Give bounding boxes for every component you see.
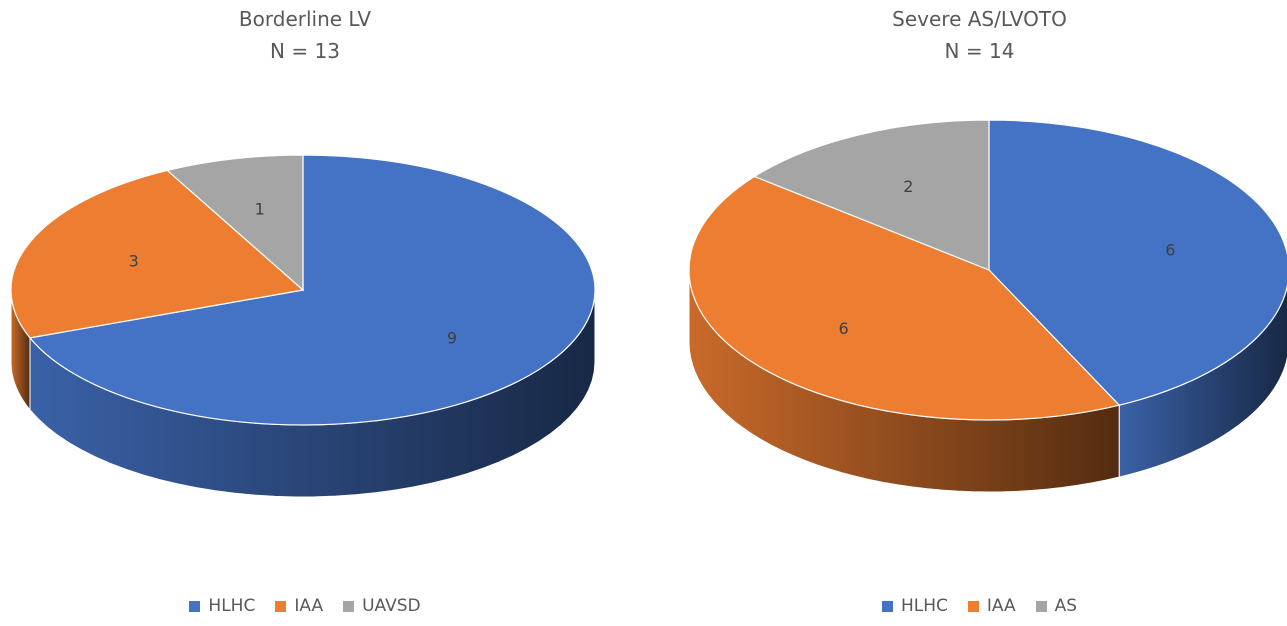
legend-item: IAA <box>967 596 1016 616</box>
legend-item: UAVSD <box>343 596 421 616</box>
legend: HLHC IAA AS <box>672 596 1287 616</box>
legend-label: HLHC <box>900 596 948 616</box>
legend-swatch <box>189 600 201 612</box>
pie-chart: 9 3 1 <box>10 154 596 498</box>
legend-label: UAVSD <box>362 596 421 616</box>
chart-title: Severe AS/LVOTO <box>892 7 1067 31</box>
legend-swatch <box>881 600 893 612</box>
chart-severe-as-lvoto: Severe AS/LVOTO N = 14 6 6 2 HLHC IAA AS <box>672 0 1287 626</box>
legend-item: HLHC <box>881 596 948 616</box>
legend: HLHC IAA UAVSD <box>0 596 610 616</box>
pie-slice-as <box>753 119 990 271</box>
chart-subtitle: N = 14 <box>944 39 1015 63</box>
pie-slice-iaa <box>10 169 305 339</box>
legend-swatch <box>967 600 979 612</box>
pie-slice-iaa <box>688 175 1121 421</box>
legend-label: IAA <box>294 596 324 616</box>
legend-label: AS <box>1054 596 1078 616</box>
legend-swatch <box>1035 600 1047 612</box>
pie-slice-hlhc <box>988 119 1287 406</box>
data-label: 6 <box>1165 240 1175 259</box>
legend-label: HLHC <box>208 596 256 616</box>
legend-swatch <box>343 600 355 612</box>
pie-top <box>10 154 596 426</box>
data-label: 3 <box>129 251 139 270</box>
data-label: 2 <box>903 177 913 196</box>
pie-slice-hlhc <box>28 154 596 426</box>
pie-top <box>688 119 1287 421</box>
legend-swatch <box>275 600 287 612</box>
legend-item: AS <box>1035 596 1078 616</box>
data-label: 1 <box>255 200 265 219</box>
legend-item: IAA <box>275 596 323 616</box>
pie-slice-uavsd <box>166 154 304 292</box>
chart-subtitle: N = 13 <box>270 39 340 63</box>
chart-borderline-lv: Borderline LV N = 13 9 3 1 HLHC IAA UAVSD <box>0 0 610 626</box>
data-label: 9 <box>447 329 457 348</box>
legend-label: IAA <box>986 596 1016 616</box>
data-label: 6 <box>839 319 849 338</box>
pie-chart: 6 6 2 <box>688 119 1287 493</box>
legend-item: HLHC <box>189 596 255 616</box>
chart-title: Borderline LV <box>238 7 372 31</box>
